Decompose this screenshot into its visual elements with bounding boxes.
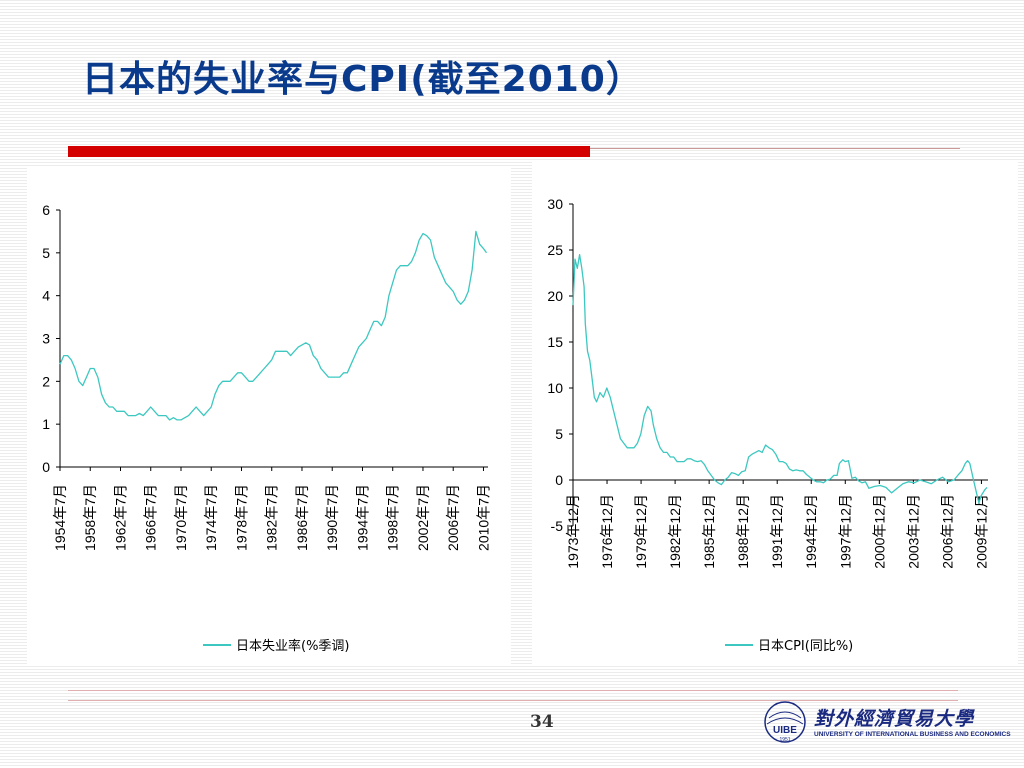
cpi-x-tick-label: 1982年12月 — [667, 494, 683, 569]
title-divider-line — [590, 148, 960, 149]
cpi-legend-label: 日本CPI(同比%) — [758, 639, 853, 654]
unemployment-x-tick-label: 1966年7月 — [143, 484, 159, 551]
unemployment-y-tick-label: 3 — [42, 331, 50, 347]
uibe-name-english: UNIVERSITY OF INTERNATIONAL BUSINESS AND… — [814, 731, 1011, 738]
unemployment-y-tick-label: 2 — [42, 373, 50, 389]
unemployment-x-tick-label: 1974年7月 — [203, 484, 219, 551]
unemployment-x-tick-label: 1962年7月 — [112, 484, 128, 551]
unemployment-y-tick-label: 4 — [42, 288, 50, 304]
cpi-y-ticks: -5 0 5 10 15 20 25 30 — [547, 196, 573, 534]
cpi-y-tick-label: 10 — [547, 380, 563, 396]
unemployment-x-tick-label: 2010年7月 — [475, 484, 491, 551]
cpi-x-tick-label: 2006年12月 — [939, 494, 955, 569]
cpi-x-tick-label: 1988年12月 — [735, 494, 751, 569]
unemployment-legend-label: 日本失业率(%季调) — [236, 638, 350, 654]
cpi-legend: 日本CPI(同比%) — [725, 639, 853, 654]
cpi-y-tick-label: 0 — [555, 472, 563, 488]
title-accent-bar — [68, 146, 590, 157]
unemployment-x-tick-label: 1998年7月 — [385, 484, 401, 551]
cpi-x-tick-label: 1973年12月 — [565, 494, 581, 569]
footer-divider-top — [68, 690, 958, 691]
cpi-x-tick-label: 2003年12月 — [905, 494, 921, 569]
cpi-x-tick-label: 1979年12月 — [633, 494, 649, 569]
unemployment-series — [59, 230, 488, 421]
unemployment-x-tick-label: 1986年7月 — [294, 484, 310, 551]
cpi-x-tick-label: 2000年12月 — [871, 494, 887, 569]
unemployment-x-tick-label: 1990年7月 — [324, 484, 340, 551]
cpi-x-tick-label: 1976年12月 — [599, 494, 615, 569]
cpi-series-line — [572, 253, 988, 504]
cpi-y-tick-label: 5 — [555, 426, 563, 442]
unemployment-y-tick-label: 1 — [42, 416, 50, 432]
uibe-name-chinese: 對外經濟貿易大學 — [814, 708, 975, 730]
uibe-year-text: 1951 — [779, 737, 790, 743]
cpi-chart-panel: -5 0 5 10 15 20 25 30 1973年12月 1976年12月 1979年12月 1… — [532, 160, 1018, 665]
unemployment-y-tick-label: 0 — [42, 459, 50, 475]
cpi-y-tick-label: 25 — [547, 242, 563, 258]
unemployment-x-tick-label: 2002年7月 — [415, 484, 431, 551]
cpi-x-tick-label: 1991年12月 — [769, 494, 785, 569]
cpi-x-tick-label: 1985年12月 — [701, 494, 717, 569]
cpi-y-tick-label: 15 — [547, 334, 563, 350]
page-number: 34 — [530, 712, 554, 732]
unemployment-y-ticks: 0 1 2 3 4 5 6 — [42, 202, 60, 475]
unemployment-y-tick-label: 5 — [42, 245, 50, 261]
uibe-badge-text: UIBE — [773, 725, 797, 736]
unemployment-axes — [59, 210, 488, 468]
cpi-series — [572, 253, 988, 504]
unemployment-x-tick-label: 1982年7月 — [264, 484, 280, 551]
cpi-x-tick-label: 1997年12月 — [837, 494, 853, 569]
unemployment-x-ticks: 1954年7月 1958年7月 1962年7月 1966年7月 1970年7月 1974年… — [52, 467, 491, 551]
unemployment-x-tick-label: 2006年7月 — [445, 484, 461, 551]
cpi-y-tick-label: -5 — [551, 518, 564, 534]
unemployment-x-tick-label: 1970年7月 — [173, 484, 189, 551]
cpi-axes — [572, 204, 988, 526]
unemployment-x-tick-label: 1994年7月 — [354, 484, 370, 551]
unemployment-x-tick-label: 1978年7月 — [233, 484, 249, 551]
cpi-x-tick-label: 2009年12月 — [973, 494, 989, 569]
footer-divider-bottom — [68, 700, 958, 701]
uibe-logo-icon: UIBE 1951 — [764, 701, 806, 743]
cpi-x-tick-label: 1994年12月 — [803, 494, 819, 569]
cpi-y-tick-label: 30 — [547, 196, 563, 212]
cpi-x-ticks: 1973年12月 1976年12月 1979年12月 1982年12月 1985年12月… — [565, 480, 989, 569]
unemployment-chart-panel: 0 1 2 3 4 5 6 1954年7月 1958年7月 1962年7月 1966年7月 1970… — [27, 168, 511, 665]
unemployment-y-tick-label: 6 — [42, 202, 50, 218]
unemployment-legend: 日本失业率(%季调) — [203, 638, 350, 654]
unemployment-series-line — [59, 230, 488, 421]
unemployment-chart: 0 1 2 3 4 5 6 1954年7月 1958年7月 1962年7月 1966年7月 1970… — [42, 202, 491, 654]
unemployment-x-tick-label: 1954年7月 — [52, 484, 68, 551]
slide-title: 日本的失业率与CPI(截至2010） — [82, 59, 643, 100]
unemployment-x-tick-label: 1958年7月 — [82, 484, 98, 551]
cpi-y-tick-label: 20 — [547, 288, 563, 304]
